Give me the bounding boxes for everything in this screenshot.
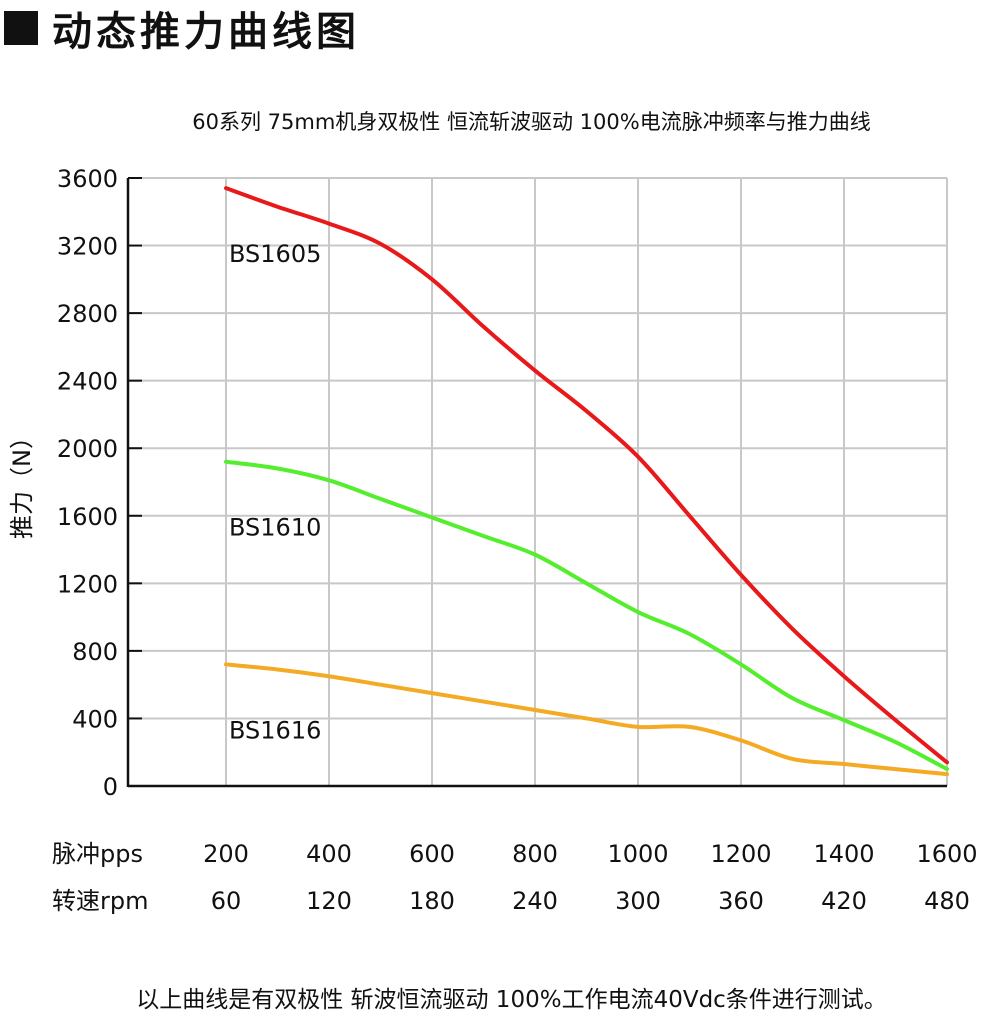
heading-square-icon [4,11,38,45]
series-line-bs1610 [224,459,949,772]
x-tick-label: 200 [203,840,249,868]
series-line-bs1616 [224,662,949,777]
x-tick-label: 1200 [710,840,771,868]
x-tick-label: 400 [306,840,352,868]
footnote: 以上曲线是有双极性 斩波恒流驱动 100%工作电流40Vdc条件进行测试。 [136,987,887,1013]
series-label: BS1605 [229,240,321,268]
x-tick-label: 180 [409,887,455,915]
y-tick-label: 1200 [57,570,118,598]
x-tick-label: 1000 [607,840,668,868]
x-tick-label: 360 [718,887,764,915]
x-tick-label: 800 [512,840,558,868]
chart-title: 60系列 75mm机身双极性 恒流斩波驱动 100%电流脉冲频率与推力曲线 [192,110,871,134]
x-tick-label: 480 [924,887,970,915]
x-tick-label: 600 [409,840,455,868]
chart-axes [126,177,947,788]
y-tick-label: 800 [72,638,118,666]
x-tick-label: 420 [821,887,867,915]
chart-labels: 0 400 800 1200 1600 2000 2400 2800 3200 3600 推力（N）… [8,165,978,915]
x-tick-label: 1400 [813,840,874,868]
series-label: BS1616 [229,716,321,744]
chart-grid [128,177,948,786]
y-tick-label: 3600 [57,165,118,193]
y-tick-label: 2400 [57,368,118,396]
x-tick-label: 120 [306,887,352,915]
y-tick-label: 2000 [57,435,118,463]
y-tick-label: 400 [72,705,118,733]
chart-series [224,186,949,777]
x-row-label: 脉冲pps [52,840,143,868]
y-tick-label: 3200 [57,233,118,261]
series-line-bs1605 [224,186,949,765]
x-tick-label: 60 [211,887,242,915]
y-tick-label: 1600 [57,503,118,531]
y-axis-label: 推力（N） [8,425,36,539]
page-title: 动态推力曲线图 [52,9,360,55]
x-tick-label: 1600 [916,840,977,868]
y-tick-label: 2800 [57,300,118,328]
heading: 动态推力曲线图 [4,2,360,55]
x-row-label: 转速rpm [52,887,148,915]
x-tick-label: 240 [512,887,558,915]
y-tick-label: 0 [103,773,118,801]
x-tick-label: 300 [615,887,661,915]
series-label: BS1610 [229,514,321,542]
